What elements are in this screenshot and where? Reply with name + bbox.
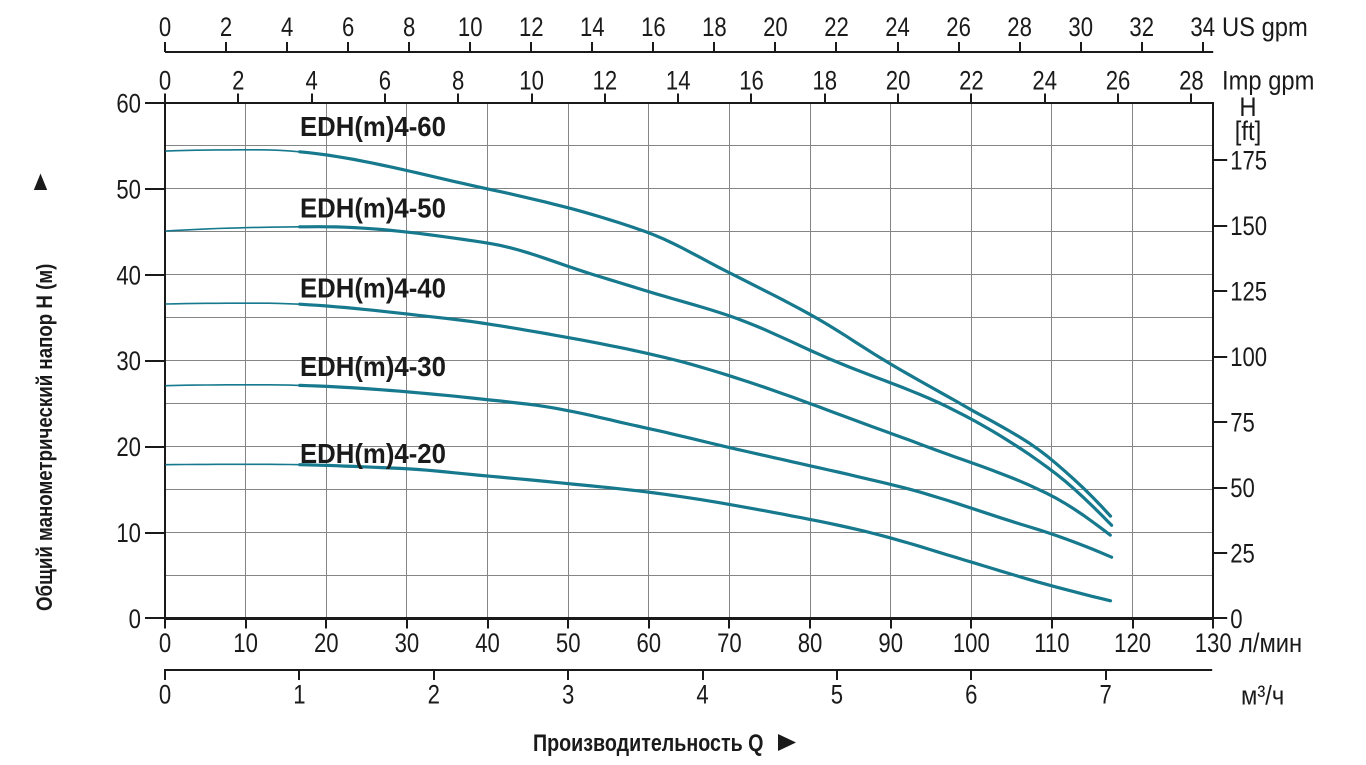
svg-text:EDH(m)4-30: EDH(m)4-30 [300, 351, 446, 382]
svg-text:0: 0 [159, 13, 171, 43]
svg-text:4: 4 [305, 67, 317, 97]
svg-text:м³/ч: м³/ч [1241, 681, 1284, 711]
svg-text:90: 90 [878, 629, 903, 659]
svg-text:32: 32 [1129, 13, 1154, 43]
svg-text:8: 8 [452, 67, 464, 97]
svg-text:20: 20 [314, 629, 339, 659]
svg-text:60: 60 [636, 629, 661, 659]
svg-text:14: 14 [666, 67, 691, 97]
svg-text:20: 20 [763, 13, 788, 43]
svg-text:18: 18 [812, 67, 837, 97]
svg-text:12: 12 [519, 13, 544, 43]
svg-text:2: 2 [220, 13, 232, 43]
svg-text:175: 175 [1230, 147, 1267, 177]
svg-text:0: 0 [159, 67, 171, 97]
svg-text:30: 30 [395, 629, 420, 659]
svg-text:75: 75 [1230, 409, 1255, 439]
svg-text:H: H [1239, 93, 1256, 123]
svg-text:5: 5 [831, 681, 843, 711]
svg-text:10: 10 [116, 519, 141, 549]
svg-text:20: 20 [886, 67, 911, 97]
svg-text:16: 16 [739, 67, 764, 97]
svg-text:100: 100 [953, 629, 990, 659]
svg-text:EDH(m)4-50: EDH(m)4-50 [300, 193, 446, 224]
svg-text:л/мин: л/мин [1239, 629, 1302, 659]
svg-text:US gpm: US gpm [1222, 13, 1308, 43]
svg-text:22: 22 [959, 67, 984, 97]
svg-text:6: 6 [965, 681, 977, 711]
svg-text:16: 16 [641, 13, 666, 43]
svg-text:0: 0 [1230, 605, 1242, 635]
svg-text:10: 10 [519, 67, 544, 97]
svg-text:22: 22 [824, 13, 849, 43]
svg-text:0: 0 [129, 605, 141, 635]
svg-text:110: 110 [1034, 629, 1069, 659]
svg-text:6: 6 [342, 13, 354, 43]
svg-text:70: 70 [717, 629, 742, 659]
svg-text:150: 150 [1230, 212, 1267, 242]
svg-text:4: 4 [696, 681, 708, 711]
svg-text:40: 40 [475, 629, 500, 659]
svg-text:EDH(m)4-60: EDH(m)4-60 [300, 111, 446, 142]
svg-text:2: 2 [232, 67, 244, 97]
svg-text:34: 34 [1190, 13, 1215, 43]
svg-text:28: 28 [1007, 13, 1032, 43]
svg-text:25: 25 [1230, 540, 1255, 570]
svg-text:[ft]: [ft] [1235, 117, 1261, 147]
svg-text:24: 24 [885, 13, 910, 43]
svg-text:Производительность Q: Производительность Q [533, 729, 763, 756]
svg-text:0: 0 [159, 629, 171, 659]
svg-text:125: 125 [1230, 278, 1267, 308]
svg-text:26: 26 [946, 13, 971, 43]
svg-text:28: 28 [1179, 67, 1204, 97]
svg-text:18: 18 [702, 13, 727, 43]
svg-text:2: 2 [428, 681, 440, 711]
svg-text:3: 3 [562, 681, 574, 711]
svg-text:60: 60 [116, 90, 141, 120]
svg-text:7: 7 [1100, 681, 1112, 711]
svg-text:Общий манометрический напор H: Общий манометрический напор H (м) [34, 264, 58, 611]
svg-text:130: 130 [1195, 629, 1232, 659]
svg-text:50: 50 [116, 175, 141, 205]
svg-text:80: 80 [798, 629, 823, 659]
svg-text:4: 4 [281, 13, 293, 43]
svg-text:10: 10 [233, 629, 258, 659]
svg-text:40: 40 [116, 261, 141, 291]
svg-text:20: 20 [116, 433, 141, 463]
svg-text:10: 10 [458, 13, 483, 43]
svg-text:12: 12 [593, 67, 618, 97]
svg-text:14: 14 [580, 13, 605, 43]
svg-text:0: 0 [159, 681, 171, 711]
svg-text:30: 30 [116, 347, 141, 377]
svg-text:Imp gpm: Imp gpm [1222, 66, 1314, 96]
svg-text:6: 6 [379, 67, 391, 97]
svg-text:50: 50 [1230, 474, 1255, 504]
svg-text:EDH(m)4-20: EDH(m)4-20 [300, 438, 446, 469]
svg-text:8: 8 [403, 13, 415, 43]
svg-text:50: 50 [556, 629, 581, 659]
svg-text:EDH(m)4-40: EDH(m)4-40 [300, 273, 446, 304]
svg-text:30: 30 [1068, 13, 1093, 43]
svg-text:26: 26 [1106, 67, 1131, 97]
svg-text:120: 120 [1114, 629, 1151, 659]
svg-text:100: 100 [1230, 343, 1267, 373]
svg-text:1: 1 [293, 681, 305, 711]
svg-text:24: 24 [1032, 67, 1057, 97]
